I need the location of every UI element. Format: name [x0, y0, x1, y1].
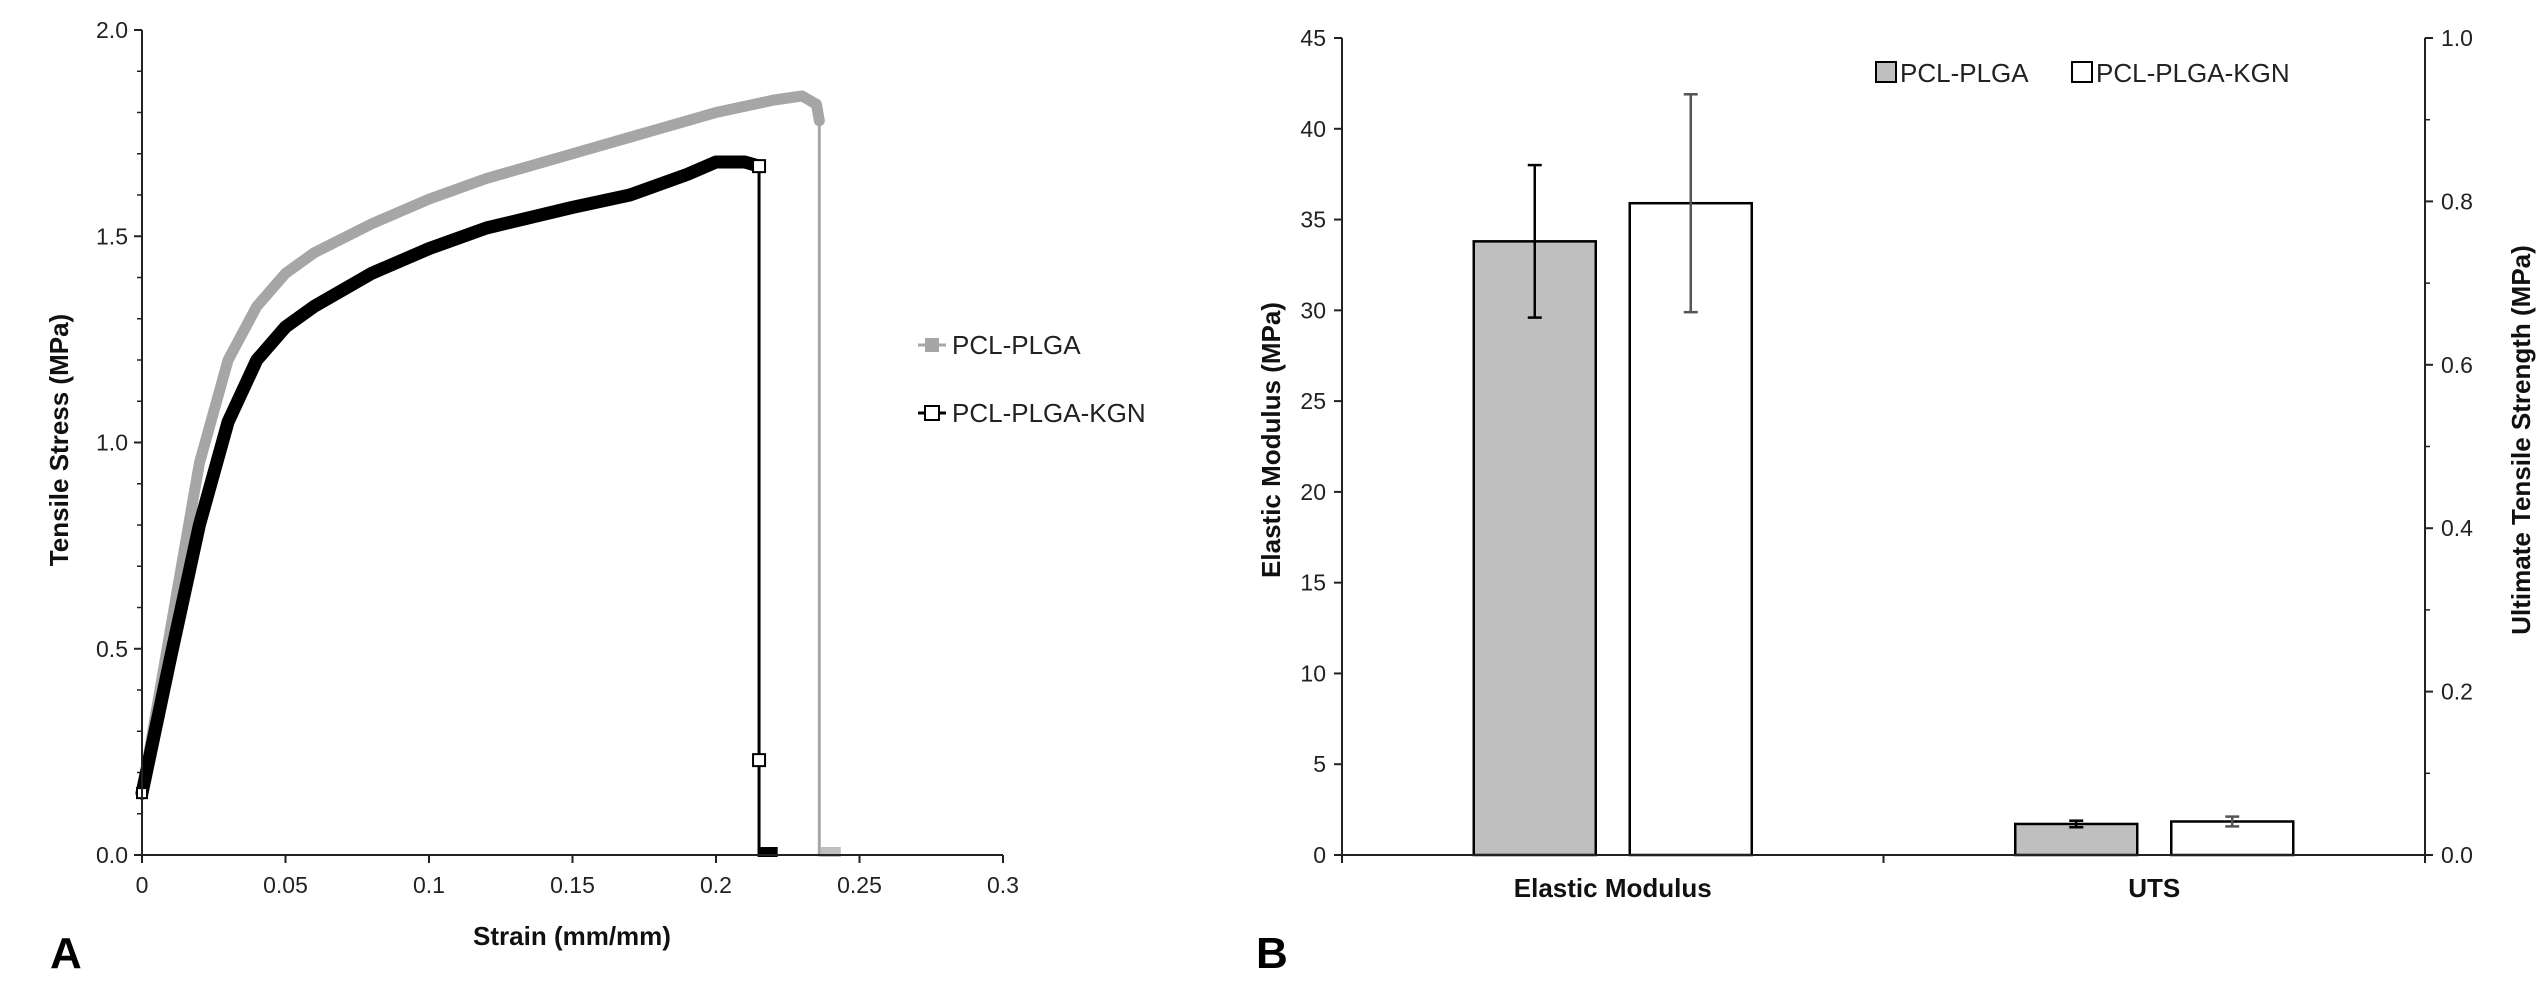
panel-a-series	[135, 90, 841, 857]
panel-b-y2-tick-label: 0.2	[2441, 679, 2473, 705]
series-drop-pcl-plga-kgn	[757, 166, 768, 857]
legend-b-pcl-plga-label: PCL-PLGA	[1900, 58, 2029, 88]
panel-b-y-axis-label: Elastic Modulus (MPa)	[1256, 302, 1286, 578]
panel-b-letter: B	[1256, 929, 1288, 978]
series-line-pcl-plga-kgn	[135, 155, 766, 800]
panel-a-x-tick-label: 0.3	[987, 872, 1019, 898]
panel-b-y-tick-label: 20	[1300, 479, 1326, 505]
panel-a-x-tick-label: 0.15	[550, 872, 595, 898]
series-peak-marker	[752, 159, 767, 174]
bar-pcl-plga-elastic-modulus	[1472, 240, 1597, 857]
panel-a-x-tick-label: 0	[136, 872, 149, 898]
panel-b-y-tick-label: 10	[1300, 660, 1326, 686]
series-end-marker	[820, 847, 841, 857]
panel-b-y2-tick-label: 0.8	[2441, 188, 2473, 214]
legend-b-kgn-label: PCL-PLGA-KGN	[2096, 58, 2290, 88]
series-drop-pcl-plga	[817, 120, 831, 857]
series-line-pcl-plga	[136, 90, 825, 799]
panel-b-y-tick-label: 5	[1313, 751, 1326, 777]
panel-a-line-chart: 0.0 0.5 1.0 1.5 2.0 0 0.05 0.1 0.15 0.2 0.25 0.3 S…	[44, 17, 1146, 978]
panel-b-bar-chart: 0 5 10 15 20 25 30 35 40 45 0.0 0.2 0.4 0.6 0.8 1.0 El…	[1256, 25, 2536, 978]
panel-a-x-tick-label: 0.05	[263, 872, 308, 898]
panel-a-y-tick-label: 1.0	[96, 430, 128, 456]
panel-a-x-tick-label: 0.25	[837, 872, 882, 898]
bar-pcl-plga-uts	[2014, 822, 2139, 857]
panel-b-y2-tick-label: 0.0	[2441, 842, 2473, 868]
series-end-marker	[757, 847, 778, 857]
legend-a-pcl-plga-label: PCL-PLGA	[952, 330, 1081, 360]
panel-b-y-ticks: 0 5 10 15 20 25 30 35 40 45	[1300, 25, 1342, 868]
panel-b-categories: Elastic Modulus UTS	[1341, 855, 2426, 903]
legend-b-pcl-plga-swatch	[1875, 61, 1897, 83]
panel-a-y-tick-label: 0.0	[96, 842, 128, 868]
panel-a-y-tick-label: 2.0	[96, 17, 128, 43]
panel-a-y-ticks: 0.0 0.5 1.0 1.5 2.0	[96, 17, 142, 868]
panel-a-y-tick-label: 1.5	[96, 223, 128, 249]
panel-a-letter: A	[50, 929, 82, 978]
panel-b-category-label: Elastic Modulus	[1514, 873, 1712, 903]
panel-b-y2-axis-label: Ultimate Tensile Strength (MPa)	[2506, 245, 2536, 635]
legend-a-kgn-label: PCL-PLGA-KGN	[952, 398, 1146, 428]
legend-a-kgn-marker	[924, 405, 940, 421]
panel-a-x-ticks: 0 0.05 0.1 0.15 0.2 0.25 0.3	[136, 855, 1019, 898]
panel-b-y-tick-label: 40	[1300, 116, 1326, 142]
panel-b-y-tick-label: 15	[1300, 570, 1326, 596]
panel-b-y2-tick-label: 1.0	[2441, 25, 2473, 51]
panel-a-x-tick-label: 0.1	[413, 872, 445, 898]
panel-b-y2-tick-label: 0.4	[2441, 515, 2473, 541]
panel-b-y-tick-label: 25	[1300, 388, 1326, 414]
panel-b-bars	[1472, 93, 2295, 857]
panel-b-y-tick-label: 35	[1300, 207, 1326, 233]
panel-a-x-axis-label: Strain (mm/mm)	[473, 921, 671, 951]
panel-b-legend: PCL-PLGA PCL-PLGA-KGN	[1875, 58, 2290, 88]
panel-b-y2-tick-label: 0.6	[2441, 352, 2473, 378]
panel-a-x-tick-label: 0.2	[700, 872, 732, 898]
legend-b-kgn-swatch	[2071, 61, 2093, 83]
panel-a-y-axis-label: Tensile Stress (MPa)	[44, 314, 74, 566]
panel-b-y-tick-label: 0	[1313, 842, 1326, 868]
panel-b-y-tick-label: 45	[1300, 25, 1326, 51]
panel-a-legend: PCL-PLGA PCL-PLGA-KGN	[918, 330, 1146, 428]
panel-b-category-label: UTS	[2128, 873, 2180, 903]
panel-a-y-tick-label: 0.5	[96, 636, 128, 662]
panel-b-y-tick-label: 30	[1300, 297, 1326, 323]
panel-b-y2-ticks: 0.0 0.2 0.4 0.6 0.8 1.0	[2425, 25, 2473, 868]
legend-a-pcl-plga-marker	[925, 338, 939, 352]
series-drop-marker	[752, 753, 767, 768]
